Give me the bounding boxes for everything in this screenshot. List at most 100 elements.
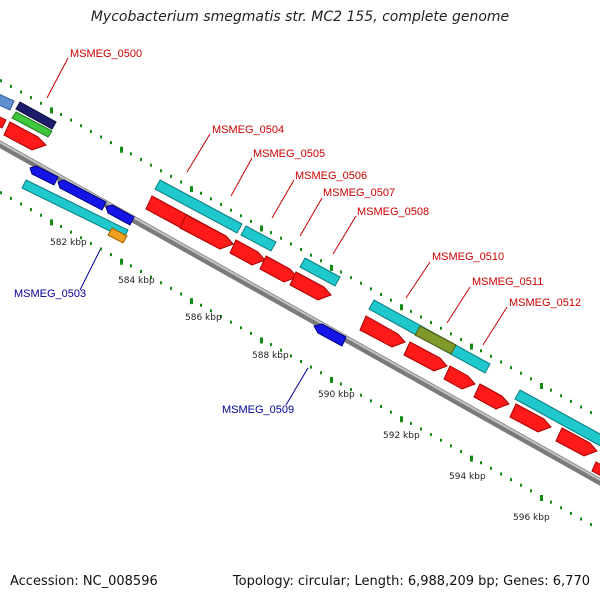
cds-arrow bbox=[473, 383, 510, 410]
tick-mark bbox=[40, 213, 42, 217]
tick-mark bbox=[70, 118, 72, 122]
tick-mark bbox=[570, 511, 572, 515]
tick-mark bbox=[580, 405, 582, 409]
tick-mark bbox=[40, 101, 42, 105]
tick-mark bbox=[530, 489, 532, 493]
tick-mark bbox=[350, 388, 352, 392]
tick-mark bbox=[130, 264, 132, 268]
reverse-callouts bbox=[79, 249, 309, 406]
gene-bar-lightblue bbox=[0, 94, 15, 111]
tick-mark bbox=[30, 208, 32, 212]
tick-mark bbox=[100, 135, 102, 139]
tick-mark bbox=[290, 242, 292, 246]
gene-bar-olive bbox=[414, 325, 457, 355]
tick-mark bbox=[570, 399, 572, 403]
tick-mark bbox=[420, 315, 422, 319]
tick-mark bbox=[230, 320, 232, 324]
cds-arrow bbox=[591, 461, 600, 476]
tick-mark bbox=[0, 79, 2, 83]
gene-label[interactable]: MSMEG_0509 bbox=[222, 404, 294, 416]
tick-mark bbox=[500, 472, 502, 476]
gene-label[interactable]: MSMEG_0506 bbox=[295, 170, 367, 182]
tick-mark bbox=[440, 438, 442, 442]
tick-mark bbox=[460, 338, 462, 341]
tick-mark bbox=[60, 113, 62, 116]
reverse-gene-arrow bbox=[105, 204, 135, 226]
gene-label[interactable]: MSMEG_0503 bbox=[14, 288, 86, 300]
tick-mark bbox=[160, 281, 162, 285]
tick-mark bbox=[310, 253, 312, 257]
tick-mark bbox=[470, 343, 473, 350]
cds-arrow bbox=[443, 365, 476, 390]
tick-mark bbox=[540, 383, 543, 389]
tick-mark bbox=[420, 427, 422, 431]
scale-label: 592 kbp bbox=[383, 431, 420, 441]
tick-mark bbox=[140, 158, 142, 161]
tick-mark bbox=[510, 366, 512, 370]
tick-mark bbox=[550, 500, 552, 504]
tick-mark bbox=[350, 276, 352, 280]
scale-label: 596 kbp bbox=[513, 513, 550, 523]
tick-mark bbox=[490, 354, 492, 358]
tick-mark bbox=[180, 292, 182, 296]
tick-mark bbox=[360, 281, 362, 285]
tick-mark bbox=[240, 214, 242, 218]
gene-labels: MSMEG_0500 MSMEG_0504 MSMEG_0505 MSMEG_0… bbox=[14, 48, 581, 416]
tick-mark bbox=[370, 287, 372, 291]
gene-label[interactable]: MSMEG_0510 bbox=[432, 251, 504, 263]
tick-mark bbox=[340, 270, 342, 274]
cds-arrow bbox=[3, 121, 47, 151]
tick-mark bbox=[590, 523, 592, 527]
tick-mark bbox=[520, 483, 522, 487]
tick-mark bbox=[250, 331, 252, 335]
cds-arrow bbox=[179, 214, 234, 250]
tick-mark bbox=[310, 365, 312, 369]
scale-label: 594 kbp bbox=[449, 472, 486, 482]
tick-mark bbox=[410, 421, 412, 425]
scale-label: 590 kbp bbox=[318, 390, 355, 400]
tick-mark bbox=[170, 174, 172, 178]
gene-label[interactable]: MSMEG_0505 bbox=[253, 148, 325, 160]
tick-mark bbox=[50, 219, 53, 226]
gene-label[interactable]: MSMEG_0511 bbox=[472, 276, 543, 288]
tick-mark bbox=[300, 248, 302, 251]
tick-mark bbox=[380, 405, 382, 408]
tick-mark bbox=[560, 506, 562, 510]
gene-label[interactable]: MSMEG_0507 bbox=[323, 187, 395, 199]
tick-mark bbox=[20, 90, 22, 94]
tick-mark bbox=[120, 258, 123, 265]
tick-mark bbox=[500, 360, 502, 364]
tick-mark bbox=[60, 225, 62, 228]
tick-mark bbox=[280, 348, 282, 352]
tick-mark bbox=[10, 196, 12, 200]
tick-rows bbox=[0, 79, 592, 527]
tick-mark bbox=[200, 303, 202, 307]
cds-arrow bbox=[289, 271, 332, 301]
tick-mark bbox=[210, 309, 212, 313]
gene-label[interactable]: MSMEG_0504 bbox=[212, 124, 284, 136]
genome-backbone-highlight bbox=[0, 141, 600, 481]
scale-label: 582 kbp bbox=[50, 238, 87, 248]
cds-arrow bbox=[509, 403, 552, 433]
tick-mark bbox=[280, 236, 282, 240]
gene-bar-cyan bbox=[240, 225, 277, 252]
tick-mark bbox=[590, 411, 592, 415]
gene-label[interactable]: MSMEG_0500 bbox=[70, 48, 142, 60]
cds-arrow bbox=[403, 341, 448, 372]
cds-arrow bbox=[555, 427, 598, 457]
tick-mark bbox=[220, 203, 222, 206]
reverse-gene-arrow bbox=[29, 165, 59, 186]
tick-mark bbox=[160, 169, 162, 173]
scale-label: 586 kbp bbox=[185, 313, 222, 323]
tick-mark bbox=[430, 433, 432, 437]
cds-arrow bbox=[359, 315, 406, 348]
tick-mark bbox=[450, 332, 452, 336]
tick-mark bbox=[580, 517, 582, 521]
tick-mark bbox=[150, 163, 152, 167]
gene-label[interactable]: MSMEG_0512 bbox=[509, 297, 581, 309]
tick-mark bbox=[290, 354, 292, 358]
tick-mark bbox=[340, 382, 342, 386]
tick-mark bbox=[190, 186, 193, 193]
gene-label[interactable]: MSMEG_0508 bbox=[357, 206, 429, 218]
